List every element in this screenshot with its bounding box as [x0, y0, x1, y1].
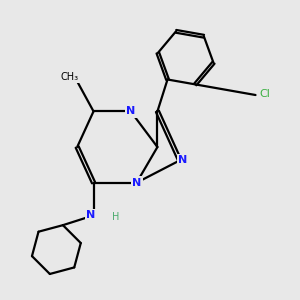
Text: H: H: [112, 212, 119, 222]
Text: CH₃: CH₃: [61, 72, 79, 82]
Text: N: N: [178, 155, 187, 165]
Text: N: N: [126, 106, 135, 116]
Text: Cl: Cl: [259, 88, 270, 98]
Text: N: N: [86, 210, 95, 220]
Text: N: N: [132, 178, 141, 188]
